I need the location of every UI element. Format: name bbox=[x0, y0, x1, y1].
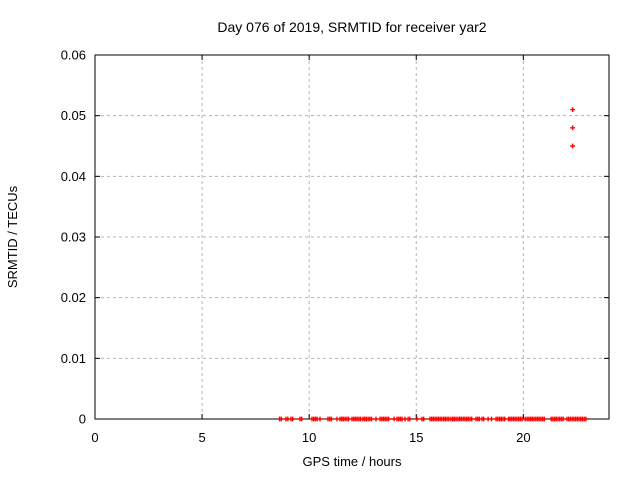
x-tick-label: 20 bbox=[516, 430, 530, 445]
plot-border bbox=[94, 54, 610, 420]
x-tick-label: 0 bbox=[91, 430, 98, 445]
x-tick-label: 5 bbox=[198, 430, 205, 445]
y-tick-label: 0.05 bbox=[61, 108, 86, 123]
x-tick-label: 10 bbox=[302, 430, 316, 445]
x-axis-label: GPS time / hours bbox=[303, 454, 402, 469]
y-tick-label: 0.06 bbox=[61, 48, 86, 63]
x-tick-label: 15 bbox=[409, 430, 423, 445]
y-axis-label: SRMTID / TECUs bbox=[5, 185, 20, 288]
y-tick-label: 0.02 bbox=[61, 290, 86, 305]
y-tick-label: 0.01 bbox=[61, 351, 86, 366]
data-markers bbox=[277, 107, 589, 422]
chart-title: Day 076 of 2019, SRMTID for receiver yar… bbox=[217, 19, 486, 35]
y-tick-label: 0 bbox=[79, 412, 86, 427]
srmtid-data-points bbox=[277, 107, 589, 422]
gridlines bbox=[95, 55, 609, 419]
y-tick-label: 0.03 bbox=[61, 230, 86, 245]
plot-frame bbox=[94, 54, 610, 420]
tick-labels: 0 5 10 15 20 0 0.01 0.02 0.03 0.04 0.05 0.06 bbox=[61, 48, 531, 446]
y-tick-label: 0.04 bbox=[61, 169, 86, 184]
axis-ticks bbox=[94, 54, 609, 420]
